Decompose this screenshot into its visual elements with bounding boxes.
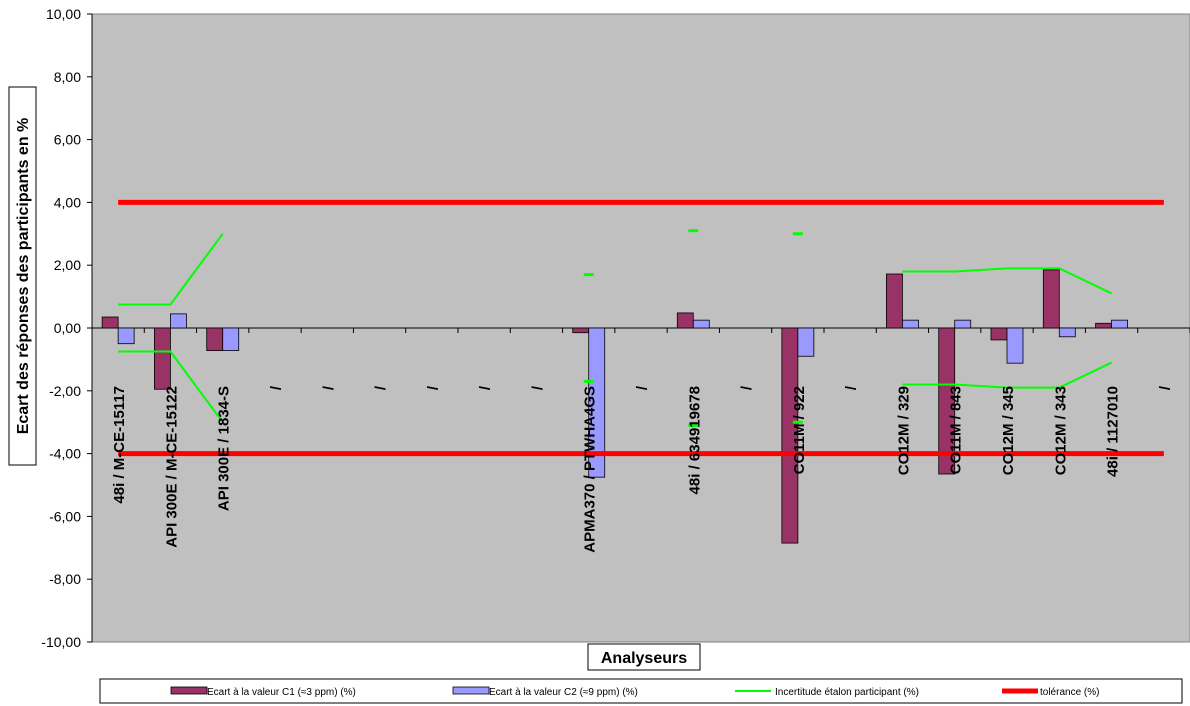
category-label: 48i / 1127010 [1105,386,1122,477]
category-label: / [425,385,442,390]
category-label: / [477,385,494,390]
bar-c2 [1111,319,1128,329]
category-label: / [320,385,337,390]
bar-c1 [101,316,119,329]
category-label: CO11M / 922 [791,386,808,474]
y-tick-label: 4,00 [54,194,81,210]
category-label: CO11M / 843 [948,386,965,474]
category-label: / [843,385,860,390]
y-tick-label: 6,00 [54,132,81,148]
y-axis-title-box: Ecart des réponses des participants en % [8,86,37,466]
category-labels: 48i / M-CE-15117 API 300E / M-CE-15122 API… [111,385,1174,553]
bar-c1 [781,327,799,544]
bar-c1 [572,327,590,334]
bar-c1 [990,327,1008,341]
legend: Ecart à la valeur C1 (≈3 ppm) (%) Ecart … [99,678,1183,704]
legend-label-tolerance: tolérance (%) [1040,687,1099,698]
legend-label-c2: Ecart à la valeur C2 (≈9 ppm) (%) [489,687,638,698]
bar-c2 [692,319,710,329]
bar-c2 [1006,327,1024,364]
bars-layer [101,269,1128,544]
y-tick-label: 0,00 [54,320,81,336]
category-label: / [529,385,546,390]
bar-c2 [117,327,135,345]
legend-swatch-c1 [170,686,208,695]
x-axis-title-box: Analyseurs [587,643,701,671]
legend-item-c2: Ecart à la valeur C2 (≈9 ppm) (%) [452,686,638,698]
category-label: CO12M / 345 [1000,386,1017,475]
y-tick-label: -4,00 [49,446,81,462]
bar-c1 [1042,269,1060,329]
uncertainty-lower-line [118,350,224,423]
uncertainty-upper-line [902,267,1113,295]
category-label: / [634,385,651,390]
bar-c2 [588,327,606,478]
bar-c2 [954,319,972,329]
category-label: / [373,385,390,390]
legend-label-c1: Ecart à la valeur C1 (≈3 ppm) (%) [207,687,356,698]
legend-item-tolerance: tolérance (%) [1002,687,1099,698]
bar-c2 [170,313,187,329]
bar-c2 [1058,327,1076,338]
bar-c2 [902,319,919,329]
bar-c2 [797,327,815,357]
category-label: / [1157,385,1174,390]
y-tick-label: 10,00 [46,6,81,22]
y-tick-label: -8,00 [49,571,81,587]
y-tick-label: 2,00 [54,257,81,273]
bar-c1 [938,327,956,475]
category-label: CO12M / 329 [895,386,912,475]
category-label: API 300E / 1834-S [216,386,233,511]
x-axis-title: Analyseurs [601,650,687,667]
y-tick-label: -6,00 [49,508,81,524]
category-label: / [268,385,285,390]
y-tick-label: -2,00 [49,383,81,399]
legend-item-c1: Ecart à la valeur C1 (≈3 ppm) (%) [170,686,356,698]
bar-c1 [154,327,171,390]
legend-label-uncertainty: Incertitude étalon participant (%) [775,687,919,698]
bar-c1 [1095,322,1112,329]
legend-item-uncertainty: Incertitude étalon participant (%) [735,687,919,698]
y-axis-title: Ecart des réponses des participants en % [15,118,32,435]
category-label: 48i / 634919678 [686,386,703,494]
category-label: APMA370 / PTWHA4GS [582,386,599,553]
bar-c1 [206,327,224,352]
bar-c1 [676,312,694,329]
y-tick-label: -10,00 [41,634,81,650]
category-label: 48i / M-CE-15117 [111,386,128,504]
legend-box [99,678,1183,704]
bar-c2 [222,327,240,352]
y-tick-labels: 10,00 8,00 6,00 4,00 2,00 0,00 -2,00 -4,00 -6,00… [41,6,81,650]
category-label: / [739,385,756,390]
legend-swatch-c2 [452,686,490,695]
uncertainty-lower-line [902,361,1113,389]
y-tick-label: 8,00 [54,69,81,85]
uncertainty-upper-line [118,233,224,306]
category-label: API 300E / M-CE-15122 [163,386,180,548]
lines-layer [118,199,1164,457]
category-label: CO12M / 343 [1052,386,1069,475]
bar-c1 [886,273,903,329]
